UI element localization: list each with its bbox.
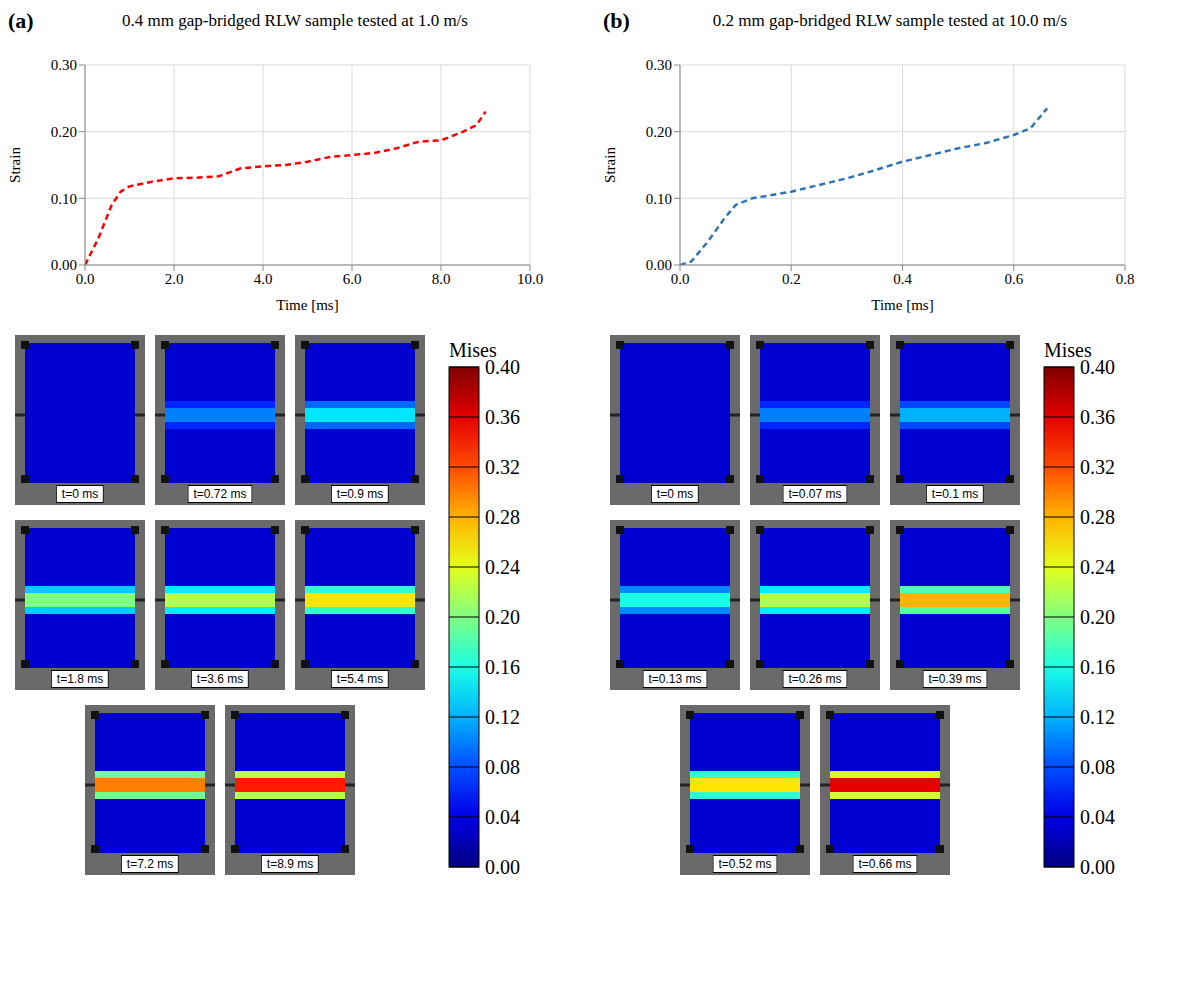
svg-text:0.32: 0.32: [485, 456, 520, 478]
svg-text:Time [ms]: Time [ms]: [276, 297, 338, 313]
svg-text:Strain: Strain: [7, 147, 23, 183]
svg-text:0.36: 0.36: [1080, 406, 1115, 428]
svg-text:6.0: 6.0: [343, 271, 362, 287]
html-text:t=0 ms: t=0 ms: [61, 487, 99, 501]
svg-text:0.00: 0.00: [485, 856, 520, 878]
html-text:t=0.1 ms: t=0.1 ms: [931, 487, 979, 501]
svg-text:0.36: 0.36: [485, 406, 520, 428]
html-text:t=5.4 ms: t=5.4 ms: [336, 672, 384, 686]
svg-text:0.30: 0.30: [646, 57, 672, 73]
svg-text:0.12: 0.12: [1080, 706, 1115, 728]
svg-text:0.4: 0.4: [893, 271, 912, 287]
svg-text:0.0: 0.0: [76, 271, 95, 287]
html-text:t=0.39 ms: t=0.39 ms: [928, 672, 982, 686]
svg-text:0.12: 0.12: [485, 706, 520, 728]
svg-text:0.16: 0.16: [485, 656, 520, 678]
svg-text:0.20: 0.20: [485, 606, 520, 628]
html-text:t=7.2 ms: t=7.2 ms: [126, 857, 174, 871]
html-text:(b): (b): [603, 8, 630, 33]
svg-text:0.20: 0.20: [51, 124, 77, 140]
svg-text:0.08: 0.08: [1080, 756, 1115, 778]
svg-text:0.24: 0.24: [1080, 556, 1115, 578]
html-text:t=8.9 ms: t=8.9 ms: [266, 857, 314, 871]
svg-text:0.0: 0.0: [671, 271, 690, 287]
svg-text:0.10: 0.10: [646, 191, 672, 207]
svg-text:2.0: 2.0: [165, 271, 184, 287]
svg-text:0.28: 0.28: [485, 506, 520, 528]
html-text:t=0.66 ms: t=0.66 ms: [858, 857, 912, 871]
svg-text:0.00: 0.00: [51, 257, 77, 273]
svg-text:0.08: 0.08: [485, 756, 520, 778]
svg-text:0.32: 0.32: [1080, 456, 1115, 478]
svg-text:0.04: 0.04: [485, 806, 520, 828]
svg-text:0.24: 0.24: [485, 556, 520, 578]
html-text:t=1.8 ms: t=1.8 ms: [56, 672, 104, 686]
svg-text:0.20: 0.20: [1080, 606, 1115, 628]
svg-text:0.00: 0.00: [1080, 856, 1115, 878]
html-text:t=0.07 ms: t=0.07 ms: [788, 487, 842, 501]
svg-text:0.6: 0.6: [1004, 271, 1023, 287]
html-text:(a): (a): [8, 8, 34, 33]
html-text:0.4 mm gap-bridged RLW sample: 0.4 mm gap-bridged RLW sample tested at …: [122, 11, 468, 30]
html-text:t=0.9 ms: t=0.9 ms: [336, 487, 384, 501]
html-text:0.2 mm gap-bridged RLW sample: 0.2 mm gap-bridged RLW sample tested at …: [712, 11, 1068, 30]
svg-text:0.20: 0.20: [646, 124, 672, 140]
svg-text:Strain: Strain: [602, 147, 618, 183]
svg-text:0.04: 0.04: [1080, 806, 1115, 828]
html-text:t=0.26 ms: t=0.26 ms: [788, 672, 842, 686]
html-text:t=0.52 ms: t=0.52 ms: [718, 857, 772, 871]
svg-text:4.0: 4.0: [254, 271, 273, 287]
svg-text:0.16: 0.16: [1080, 656, 1115, 678]
html-text:t=0 ms: t=0 ms: [656, 487, 694, 501]
svg-text:8.0: 8.0: [432, 271, 451, 287]
svg-text:Time [ms]: Time [ms]: [871, 297, 933, 313]
svg-text:0.30: 0.30: [51, 57, 77, 73]
html-text:t=0.72 ms: t=0.72 ms: [193, 487, 247, 501]
svg-text:0.40: 0.40: [1080, 356, 1115, 378]
html-text:t=3.6 ms: t=3.6 ms: [196, 672, 244, 686]
svg-text:0.10: 0.10: [51, 191, 77, 207]
svg-text:0.28: 0.28: [1080, 506, 1115, 528]
svg-text:0.8: 0.8: [1116, 271, 1135, 287]
html-text:t=0.13 ms: t=0.13 ms: [648, 672, 702, 686]
svg-text:Mises: Mises: [449, 339, 497, 361]
svg-text:0.00: 0.00: [646, 257, 672, 273]
svg-text:Mises: Mises: [1044, 339, 1092, 361]
svg-text:0.2: 0.2: [782, 271, 801, 287]
svg-text:0.40: 0.40: [485, 356, 520, 378]
svg-text:10.0: 10.0: [517, 271, 543, 287]
